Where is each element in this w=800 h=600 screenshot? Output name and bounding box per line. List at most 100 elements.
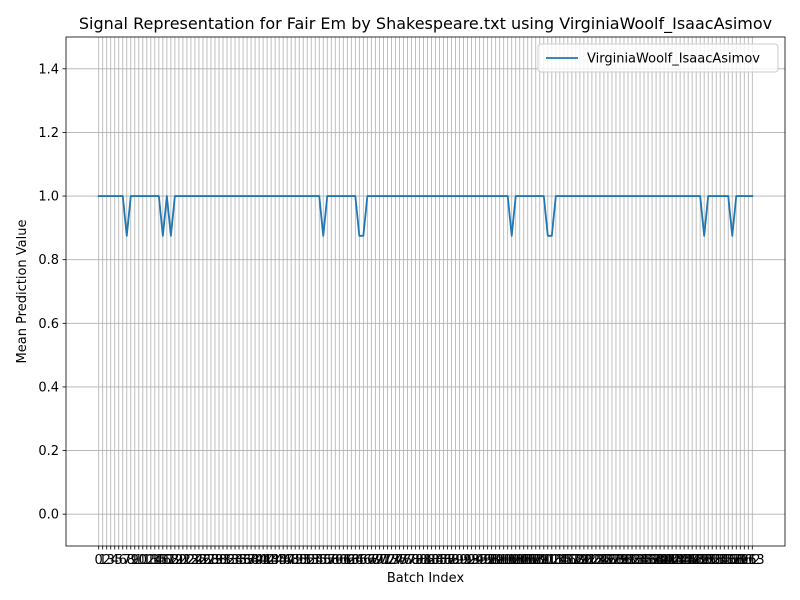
y-tick-label: 0.6 (38, 317, 59, 332)
x-tick-label: 62 (339, 553, 356, 568)
legend-box (537, 43, 779, 73)
x-tick-label: 44 (267, 553, 284, 568)
x-tick-label: 46 (275, 553, 292, 568)
x-tick-label: 40 (251, 553, 268, 568)
x-tick-label: 159 (724, 553, 749, 568)
x-tick-label: 92 (459, 553, 476, 568)
x-tick-label: 68 (363, 553, 380, 568)
x-tick-label: 99 (487, 553, 504, 568)
x-tick-label: 9 (131, 553, 139, 568)
x-tick-label: 101 (491, 553, 516, 568)
x-tick-label: 103 (499, 553, 524, 568)
x-tick-label: 130 (608, 553, 633, 568)
x-tick-label: 41 (255, 553, 272, 568)
x-tick-label: 54 (307, 553, 324, 568)
x-tick-label: 163 (740, 553, 765, 568)
x-tick-label: 143 (660, 553, 685, 568)
x-tick-label: 79 (407, 553, 424, 568)
y-tick-label: 1.2 (38, 126, 59, 141)
x-tick-label: 122 (575, 553, 600, 568)
x-tick-label: 106 (511, 553, 536, 568)
x-tick-label: 70 (371, 553, 388, 568)
x-tick-label: 110 (527, 553, 552, 568)
x-tick-label: 21 (175, 553, 192, 568)
x-tick-label: 82 (419, 553, 436, 568)
x-axis-ticks: 0123456789101112131415161718192021222324… (95, 546, 765, 568)
y-tick-label: 0.0 (38, 508, 59, 523)
x-tick-label: 11 (135, 553, 152, 568)
x-tick-label: 114 (543, 553, 568, 568)
x-tick-label: 94 (467, 553, 484, 568)
x-tick-label: 149 (684, 553, 709, 568)
x-tick-label: 34 (227, 553, 244, 568)
x-tick-label: 90 (451, 553, 468, 568)
x-tick-label: 141 (652, 553, 677, 568)
x-tick-label: 20 (171, 553, 188, 568)
x-tick-label: 109 (523, 553, 548, 568)
x-tick-label: 13 (143, 553, 160, 568)
x-tick-label: 69 (367, 553, 384, 568)
x-tick-label: 152 (696, 553, 721, 568)
x-tick-label: 78 (403, 553, 420, 568)
x-tick-label: 36 (235, 553, 252, 568)
legend-label: VirginiaWoolf_IsaacAsimov (587, 52, 760, 67)
y-tick-label: 1.4 (38, 62, 59, 77)
x-tick-label: 18 (163, 553, 180, 568)
x-tick-label: 88 (443, 553, 460, 568)
x-tick-label: 16 (155, 553, 172, 568)
plot-frame (65, 36, 786, 547)
x-tick-label: 104 (503, 553, 528, 568)
x-tick-label: 24 (187, 553, 204, 568)
y-tick-label: 0.2 (38, 444, 59, 459)
x-tick-label: 98 (483, 553, 500, 568)
x-tick-label: 19 (167, 553, 184, 568)
x-tick-label: 63 (343, 553, 360, 568)
x-tick-label: 2 (103, 553, 111, 568)
x-tick-label: 43 (263, 553, 280, 568)
x-tick-label: 30 (211, 553, 228, 568)
x-tick-label: 12 (139, 553, 156, 568)
x-tick-label: 100 (487, 553, 512, 568)
x-tick-label: 119 (563, 553, 588, 568)
x-tick-label: 0 (95, 553, 103, 568)
x-tick-label: 58 (323, 553, 340, 568)
y-tick-label: 1.0 (38, 190, 59, 205)
x-tick-label: 97 (479, 553, 496, 568)
x-tick-label: 7 (123, 553, 131, 568)
x-tick-label: 148 (680, 553, 705, 568)
x-tick-label: 111 (531, 553, 556, 568)
x-tick-label: 115 (547, 553, 572, 568)
x-tick-label: 83 (423, 553, 440, 568)
x-tick-label: 133 (620, 553, 645, 568)
x-tick-label: 155 (708, 553, 733, 568)
x-tick-label: 26 (195, 553, 212, 568)
x-tick-label: 38 (243, 553, 260, 568)
x-tick-label: 74 (387, 553, 404, 568)
x-tick-label: 91 (455, 553, 472, 568)
x-tick-label: 80 (411, 553, 428, 568)
x-tick-label: 135 (628, 553, 653, 568)
x-tick-label: 102 (495, 553, 520, 568)
x-tick-label: 17 (159, 553, 176, 568)
x-gridlines (98, 37, 753, 546)
x-tick-label: 75 (391, 553, 408, 568)
x-tick-label: 64 (347, 553, 364, 568)
x-tick-label: 66 (355, 553, 372, 568)
x-tick-label: 84 (427, 553, 444, 568)
x-tick-label: 32 (219, 553, 236, 568)
x-tick-label: 56 (315, 553, 332, 568)
series-layer (97, 195, 754, 237)
x-tick-label: 49 (287, 553, 304, 568)
x-tick-label: 139 (644, 553, 669, 568)
x-tick-label: 42 (259, 553, 276, 568)
x-tick-label: 138 (640, 553, 665, 568)
x-tick-label: 137 (636, 553, 661, 568)
x-tick-label: 25 (191, 553, 208, 568)
x-tick-label: 156 (712, 553, 737, 568)
x-tick-label: 147 (676, 553, 701, 568)
x-tick-label: 145 (668, 553, 693, 568)
x-tick-label: 121 (571, 553, 596, 568)
y-tick-label: 0.8 (38, 253, 59, 268)
x-tick-label: 47 (279, 553, 296, 568)
